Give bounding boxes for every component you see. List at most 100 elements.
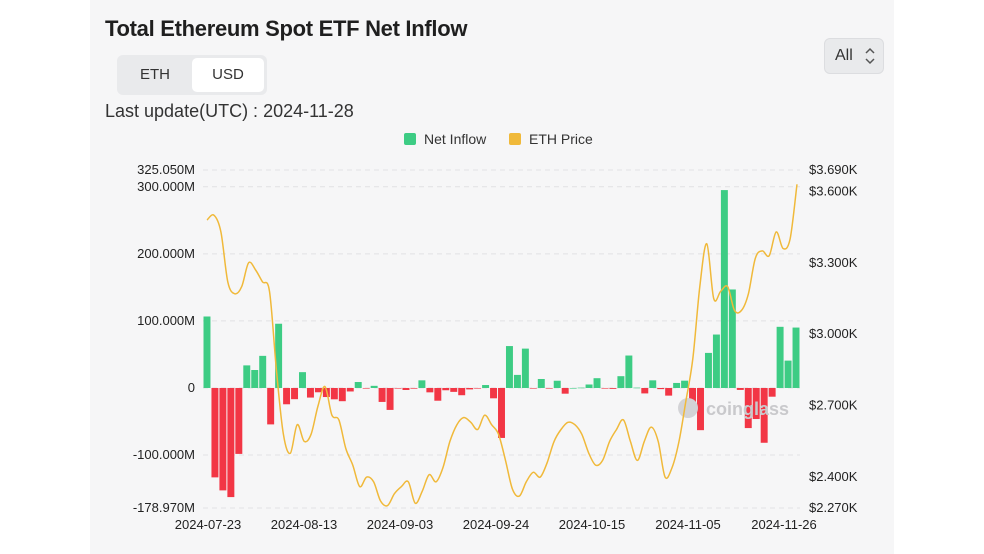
net-inflow-bar[interactable]: [490, 387, 498, 399]
net-inflow-bar[interactable]: [362, 387, 370, 389]
net-inflow-bar[interactable]: [450, 387, 458, 392]
net-inflow-bar[interactable]: [291, 387, 299, 400]
legend-label-net-inflow: Net Inflow: [424, 131, 487, 147]
net-inflow-bar[interactable]: [689, 387, 697, 405]
net-inflow-bar[interactable]: [617, 376, 625, 388]
net-inflow-bar[interactable]: [561, 387, 569, 394]
coinglass-watermark: coinglass: [678, 398, 789, 419]
currency-option-eth[interactable]: ETH: [140, 66, 170, 83]
net-inflow-bar[interactable]: [338, 387, 346, 402]
x-axis-tick-label: 2024-11-05: [655, 517, 721, 532]
net-inflow-bar[interactable]: [529, 387, 537, 389]
net-inflow-bar[interactable]: [681, 380, 689, 388]
net-inflow-bar[interactable]: [593, 378, 601, 388]
legend-item-eth-price[interactable]: ETH Price: [509, 131, 593, 147]
net-inflow-bar[interactable]: [243, 365, 251, 388]
net-inflow-bar[interactable]: [458, 387, 466, 396]
watermark-logo-icon: [678, 398, 698, 418]
net-inflow-bar[interactable]: [744, 387, 752, 429]
net-inflow-bar[interactable]: [601, 387, 609, 389]
currency-option-usd[interactable]: USD: [192, 58, 264, 92]
left-axis-tick-label: 0: [188, 380, 195, 395]
right-axis-tick-label: $3.690K: [809, 162, 858, 177]
right-axis-ticks: $3.690K $3.600K $3.300K $3.000K $2.700K $2.40…: [809, 162, 858, 515]
x-axis-tick-label: 2024-09-24: [463, 517, 530, 532]
net-inflow-bar[interactable]: [768, 387, 776, 397]
x-axis-tick-label: 2024-09-03: [367, 517, 434, 532]
net-inflow-bar[interactable]: [649, 380, 657, 388]
eth-price-series-line[interactable]: [206, 184, 798, 507]
net-inflow-bar[interactable]: [299, 372, 306, 388]
net-inflow-bar[interactable]: [386, 387, 394, 410]
net-inflow-bar[interactable]: [784, 360, 792, 388]
net-inflow-bar[interactable]: [275, 323, 283, 388]
net-inflow-bar[interactable]: [704, 352, 712, 388]
net-inflow-bars: [203, 190, 800, 498]
net-inflow-bar[interactable]: [314, 387, 322, 393]
chart-title: Total Ethereum Spot ETF Net Inflow: [105, 16, 468, 41]
net-inflow-bar[interactable]: [513, 374, 521, 388]
net-inflow-bar[interactable]: [283, 387, 291, 405]
net-inflow-bar[interactable]: [267, 387, 275, 425]
net-inflow-bar[interactable]: [641, 387, 649, 394]
net-inflow-bar[interactable]: [442, 387, 450, 391]
net-inflow-bar[interactable]: [354, 382, 362, 388]
net-inflow-bar[interactable]: [545, 387, 553, 389]
last-update-text: Last update(UTC) : 2024-11-28: [105, 101, 354, 121]
net-inflow-bar[interactable]: [577, 387, 585, 389]
net-inflow-bar[interactable]: [537, 378, 545, 388]
net-inflow-bar[interactable]: [235, 387, 243, 454]
net-inflow-bar[interactable]: [211, 387, 219, 478]
net-inflow-bar[interactable]: [410, 387, 418, 389]
net-inflow-bar[interactable]: [553, 380, 561, 388]
net-inflow-bar[interactable]: [521, 348, 529, 388]
net-inflow-bar[interactable]: [474, 387, 482, 389]
left-axis-ticks: 325.050M 300.000M 200.000M 100.000M 0 -100.00…: [133, 162, 195, 515]
net-inflow-bar[interactable]: [625, 355, 633, 388]
legend-label-eth-price: ETH Price: [529, 131, 593, 147]
net-inflow-bar[interactable]: [482, 385, 490, 388]
net-inflow-bar[interactable]: [569, 387, 577, 389]
net-inflow-bar[interactable]: [418, 380, 426, 388]
net-inflow-bar[interactable]: [776, 326, 784, 388]
net-inflow-bar[interactable]: [736, 387, 744, 390]
net-inflow-bar[interactable]: [792, 327, 800, 388]
net-inflow-bar[interactable]: [752, 387, 760, 420]
net-inflow-bar[interactable]: [251, 370, 259, 388]
net-inflow-bar[interactable]: [402, 387, 410, 390]
net-inflow-bar[interactable]: [585, 384, 593, 388]
net-inflow-bar[interactable]: [306, 387, 314, 398]
net-inflow-bar[interactable]: [657, 387, 665, 390]
net-inflow-bar[interactable]: [673, 382, 681, 388]
net-inflow-bar[interactable]: [665, 387, 673, 396]
net-inflow-bar[interactable]: [330, 387, 338, 400]
net-inflow-bar[interactable]: [712, 334, 720, 388]
net-inflow-bar[interactable]: [633, 387, 641, 389]
net-inflow-bar[interactable]: [203, 316, 211, 388]
net-inflow-bar[interactable]: [426, 387, 434, 393]
net-inflow-bar[interactable]: [394, 387, 402, 389]
net-inflow-bar[interactable]: [609, 387, 617, 389]
net-inflow-bar[interactable]: [697, 387, 704, 431]
right-axis-tick-label: $2.400K: [809, 469, 858, 484]
net-inflow-bar[interactable]: [498, 387, 505, 438]
net-inflow-bar[interactable]: [505, 346, 513, 388]
left-axis-tick-label: 200.000M: [137, 246, 195, 261]
net-inflow-bar[interactable]: [434, 387, 442, 401]
net-inflow-bar[interactable]: [259, 355, 267, 388]
net-inflow-bar[interactable]: [466, 387, 474, 390]
net-inflow-bar[interactable]: [728, 289, 736, 388]
left-axis-tick-label: -100.000M: [133, 447, 195, 462]
net-inflow-bar[interactable]: [219, 387, 227, 491]
left-axis-tick-label: 100.000M: [137, 313, 195, 328]
legend-item-net-inflow[interactable]: Net Inflow: [404, 131, 486, 147]
net-inflow-bar[interactable]: [720, 190, 728, 388]
net-inflow-bar[interactable]: [370, 385, 378, 388]
net-inflow-bar[interactable]: [378, 387, 386, 402]
range-select[interactable]: All: [824, 38, 884, 74]
net-inflow-bar[interactable]: [227, 387, 235, 498]
chart-gridlines: [203, 169, 800, 509]
x-axis-tick-label: 2024-07-23: [175, 517, 242, 532]
net-inflow-bar[interactable]: [760, 387, 768, 443]
net-inflow-bar[interactable]: [346, 387, 354, 392]
